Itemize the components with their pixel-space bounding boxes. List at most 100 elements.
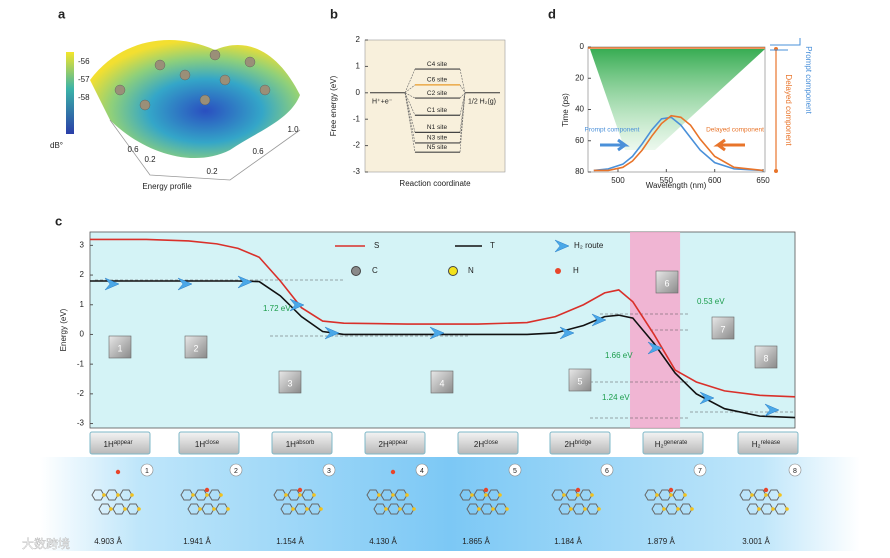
step-number: 5 [577,376,582,386]
level-label: 1/2 H₂(g) [468,99,496,106]
step-circle [415,463,429,477]
molecule-atom [219,493,223,497]
state-sup: appear [389,440,408,446]
plot-area [364,39,506,173]
colorbar-tick-label: -58 [78,93,90,102]
step-circle [508,463,522,477]
panel-label: b [330,6,338,21]
route-chevron [764,403,780,417]
step-circle [788,463,802,477]
molecule-atom [226,507,230,511]
y-tick-label: 0 [80,330,85,339]
state-label: 2Hbridge [565,440,593,450]
molecule-atom [778,493,782,497]
state-sup: close [484,440,499,446]
legend-label: T [490,241,495,250]
hydrogen [763,487,769,493]
sphere [259,84,271,96]
state-label: 1Habsorb [286,440,315,450]
molecule-atom [505,507,509,511]
step-number: 2 [193,343,198,353]
hydrogen [390,469,396,475]
x-tick-label: 550 [660,176,674,185]
connector [404,92,416,99]
molecule-atom [785,507,789,511]
step-circle [140,463,154,477]
energy-gap: 1.66 eV [605,351,633,360]
molecule-atom [284,493,288,497]
molecule-atom [137,507,141,511]
molecule-atom [683,493,687,497]
connector [459,92,466,116]
step-box [568,368,592,392]
colorbar-tick-label: -57 [78,75,90,84]
level-label: N5 site [427,144,448,151]
hydrogen [115,469,121,475]
arrow [600,138,630,152]
connector [459,92,466,99]
state-label: H₂release [752,440,781,450]
route-chevron [554,239,570,253]
panel-label: a [58,6,66,21]
molecule-atom [477,507,481,511]
molecule-atom [576,493,580,497]
connector [404,92,416,153]
molecule-atom [498,493,502,497]
connector [404,84,416,94]
sphere [139,99,151,111]
y-tick-label: 2 [356,35,361,44]
route-chevron [177,277,193,291]
level-label: C2 site [427,90,448,97]
molecule-atom [291,507,295,511]
state-label: 1Hclose [195,440,220,450]
side-label: Prompt component [804,46,813,114]
sphere [209,49,221,61]
photon-cloud [590,49,765,150]
distance: 4.130 Å [369,537,397,546]
y-axis-label: Free energy (eV) [329,75,338,136]
level-label: C1 site [427,107,448,114]
energy-gap: 1.72 eV [263,304,291,313]
series-line [593,116,764,172]
step-box [711,316,735,340]
y-tick-label: -1 [353,114,361,123]
structure-strip [40,457,860,551]
molecule-atom [116,493,120,497]
state-base: 2H [379,440,389,449]
series-label: Prompt component [585,127,640,134]
series-label: Delayed component [706,127,764,134]
legend-atom [555,268,561,274]
series-line [90,238,796,398]
step-number: 6 [605,468,609,475]
sphere [179,69,191,81]
molecule-atom [590,493,594,497]
state-sup: generate [664,440,688,446]
panel-label: c [55,213,62,228]
route-chevron [429,326,445,340]
molecule-atom [562,493,566,497]
y-tick-label: 0 [356,88,361,97]
molecule-atom [757,507,761,511]
molecule-atom [212,507,216,511]
state-tab [642,431,704,455]
molecule-atom [102,493,106,497]
sphere [199,94,211,106]
y-tick-label: -2 [353,141,361,150]
state-base: 2H [474,440,484,449]
step-number: 8 [763,353,768,363]
molecule-atom [130,493,134,497]
series-line [90,280,796,419]
sphere [114,84,126,96]
step-box [430,370,454,394]
state-base: 2H [565,440,575,449]
state-tab [549,431,611,455]
step-number: 7 [698,468,702,475]
step-number: 4 [420,468,424,475]
level-label: H⁺+e⁻ [372,99,393,106]
route-chevron [559,326,575,340]
axis-label: Energy profile [142,182,192,191]
molecule-atom [764,493,768,497]
colorbar-tick-label: -56 [78,57,90,66]
sphere [219,74,231,86]
